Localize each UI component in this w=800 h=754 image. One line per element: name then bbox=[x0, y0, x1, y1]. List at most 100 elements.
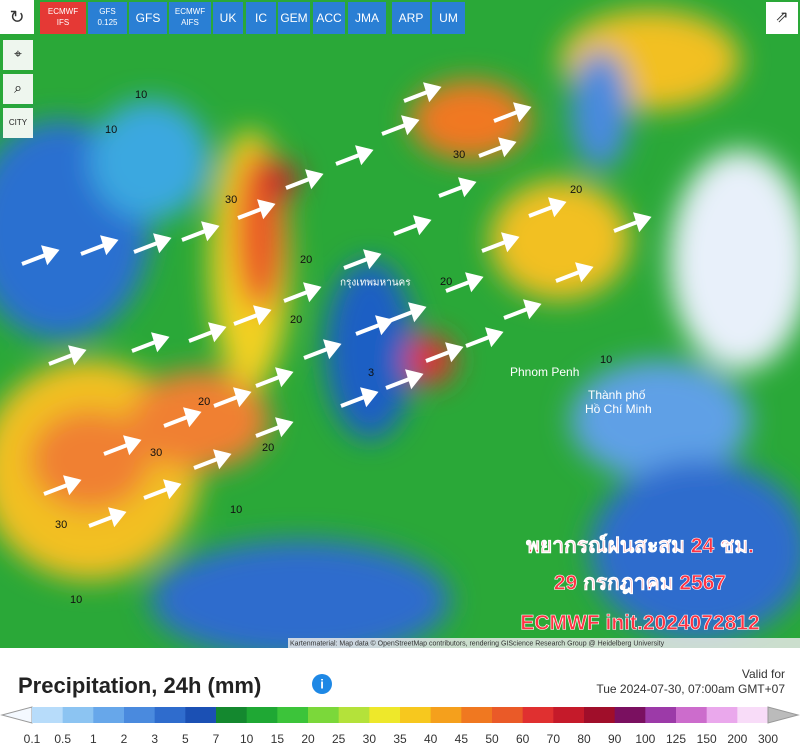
info-button[interactable] bbox=[312, 674, 332, 694]
model-button[interactable] bbox=[432, 2, 465, 34]
wind-arrow bbox=[335, 152, 363, 166]
model-label: JMA bbox=[355, 11, 379, 25]
wind-arrow bbox=[425, 349, 453, 363]
attribution: Kartenmaterial: Map data © OpenStreetMap… bbox=[290, 639, 665, 647]
model-button[interactable] bbox=[392, 2, 430, 34]
zoom-button[interactable] bbox=[3, 74, 33, 104]
wind-arrow-head bbox=[501, 232, 520, 253]
legend-label: 45 bbox=[455, 732, 469, 746]
model-button[interactable] bbox=[40, 2, 86, 34]
contour-label: 20 bbox=[570, 184, 582, 196]
model-label: ECMWF bbox=[175, 7, 205, 16]
wind-arrow-head bbox=[405, 369, 424, 390]
model-button[interactable] bbox=[313, 2, 345, 34]
model-label: UM bbox=[439, 11, 458, 25]
wind-arrow-head bbox=[363, 249, 382, 270]
legend-swatch bbox=[277, 707, 309, 723]
footer bbox=[0, 648, 800, 749]
refresh-button[interactable] bbox=[0, 0, 34, 34]
wind-arrow-head bbox=[275, 417, 294, 438]
legend-label: 90 bbox=[608, 732, 622, 746]
wind-arrow bbox=[493, 109, 521, 123]
wind-arrow bbox=[465, 334, 493, 348]
overlay-line: ECMWF init.2024072812 bbox=[520, 612, 759, 635]
model-label: ACC bbox=[316, 11, 342, 25]
contour-label: 20 bbox=[262, 442, 274, 454]
wind-arrow-head bbox=[233, 387, 252, 408]
model-button[interactable] bbox=[129, 2, 167, 34]
location-icon: ⌖ bbox=[14, 46, 22, 62]
wind-arrow-head bbox=[303, 282, 322, 303]
wind-arrow-head bbox=[213, 449, 232, 470]
model-label: ARP bbox=[399, 11, 424, 25]
model-button[interactable] bbox=[348, 2, 386, 34]
wind-arrow bbox=[163, 414, 191, 428]
footer-title: Precipitation, 24h (mm) bbox=[18, 673, 261, 698]
contour-label: 10 bbox=[135, 89, 147, 101]
wind-arrow bbox=[133, 240, 161, 254]
legend-swatch bbox=[308, 707, 340, 723]
city-label: CITY bbox=[9, 118, 28, 127]
model-button[interactable] bbox=[246, 2, 276, 34]
legend-label: 0.1 bbox=[24, 732, 41, 746]
wind-arrow-head bbox=[408, 302, 427, 323]
contour-label: 30 bbox=[453, 149, 465, 161]
legend-swatch bbox=[400, 707, 432, 723]
wind-arrow-head bbox=[360, 387, 379, 408]
legend-label: 25 bbox=[332, 732, 346, 746]
model-label: 0.125 bbox=[97, 18, 118, 27]
wind-arrow bbox=[478, 144, 506, 158]
legend-label: 80 bbox=[577, 732, 591, 746]
wind-arrow bbox=[285, 176, 313, 190]
wind-arrow-head bbox=[183, 407, 202, 428]
legend-swatch bbox=[93, 707, 125, 723]
place-label: Phnom Penh bbox=[510, 365, 579, 379]
wind-arrow bbox=[255, 424, 283, 438]
wind-arrow bbox=[213, 394, 241, 408]
wind-arrow-head bbox=[458, 177, 477, 198]
wind-arrow-head bbox=[465, 272, 484, 293]
wind-arrow bbox=[21, 252, 49, 266]
share-button[interactable] bbox=[766, 2, 798, 34]
wind-arrow-head bbox=[375, 315, 394, 336]
wind-arrow-head bbox=[257, 199, 276, 220]
wind-arrow bbox=[381, 122, 409, 136]
model-button[interactable] bbox=[169, 2, 211, 34]
legend-swatch bbox=[216, 707, 248, 723]
wind-arrow-head bbox=[108, 507, 127, 528]
contour-label: 3 bbox=[368, 367, 374, 379]
contour-label: 20 bbox=[290, 314, 302, 326]
wind-arrow bbox=[445, 279, 473, 293]
legend-label: 15 bbox=[271, 732, 285, 746]
wind-arrow-head bbox=[548, 197, 567, 218]
map bbox=[0, 0, 800, 660]
contour-label: 30 bbox=[225, 194, 237, 206]
share-icon: ⇗ bbox=[775, 9, 788, 26]
wind-arrow-head bbox=[498, 137, 517, 158]
wind-arrow-head bbox=[355, 145, 374, 166]
model-button[interactable] bbox=[278, 2, 310, 34]
contour-label: 10 bbox=[70, 594, 82, 606]
wind-arrow-head bbox=[123, 435, 142, 456]
model-button[interactable] bbox=[213, 2, 243, 34]
wind-arrow bbox=[233, 312, 261, 326]
wind-arrow-head bbox=[201, 221, 220, 242]
model-label: IFS bbox=[57, 18, 69, 27]
model-label: AIFS bbox=[181, 18, 199, 27]
contour-label: 30 bbox=[150, 447, 162, 459]
legend-label: 0.5 bbox=[54, 732, 71, 746]
contour-label: 10 bbox=[230, 504, 242, 516]
legend-end bbox=[767, 706, 800, 724]
location-button[interactable] bbox=[3, 40, 33, 70]
place-label: กรุงเทพมหานคร bbox=[340, 278, 411, 289]
wind-arrow-head bbox=[401, 115, 420, 136]
legend-label: 1 bbox=[90, 732, 97, 746]
wind-arrow bbox=[255, 374, 283, 388]
model-button[interactable] bbox=[88, 2, 127, 34]
wind-arrow bbox=[188, 329, 216, 343]
wind-arrow bbox=[131, 339, 159, 353]
legend-swatch bbox=[737, 707, 769, 723]
city-button[interactable] bbox=[3, 108, 33, 138]
